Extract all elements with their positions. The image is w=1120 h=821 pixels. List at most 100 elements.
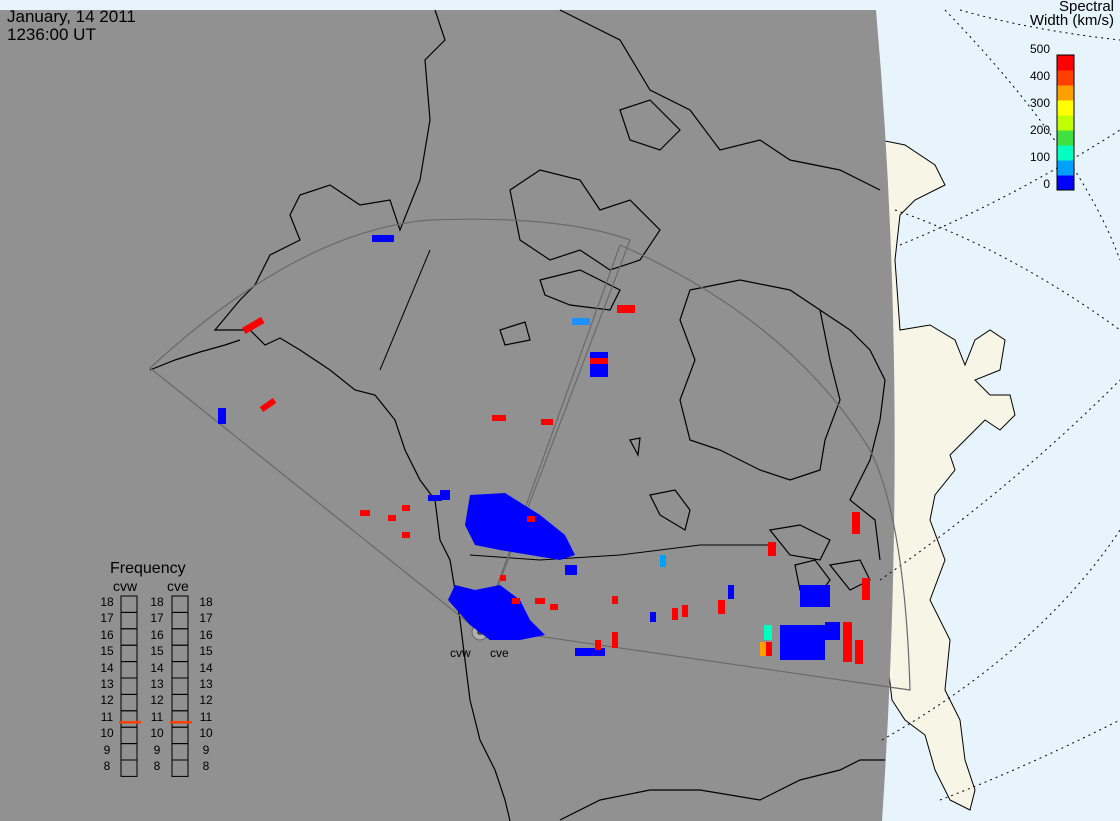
frequency-tick-label: 12 xyxy=(199,693,213,708)
colorbar-segment xyxy=(1057,115,1074,131)
colorbar-title: Spectral Width (km/s) xyxy=(1030,0,1114,28)
echo-cell xyxy=(843,622,852,662)
colorbar-tick-label: 0 xyxy=(1043,177,1050,191)
fov-cve xyxy=(481,244,911,691)
frequency-tick-label: 9 xyxy=(202,742,210,757)
echo-cell xyxy=(718,600,725,614)
colorbar-tick-label: 300 xyxy=(1029,96,1050,110)
echo-cell xyxy=(500,575,506,581)
fov-cvw xyxy=(149,218,631,629)
colorbar-tick-label: 100 xyxy=(1029,150,1050,164)
colorbar xyxy=(1056,54,1075,191)
frequency-tick-label: 12 xyxy=(100,693,114,708)
frequency-tick-label: 11 xyxy=(199,709,213,724)
colorbar-segment xyxy=(1057,85,1074,101)
colorbar-title-line2: Width (km/s) xyxy=(1029,12,1114,29)
echo-fan-north xyxy=(465,493,575,560)
frequency-tick-label: 17 xyxy=(150,611,164,626)
frequency-tick-label: 18 xyxy=(100,595,114,609)
frequency-tick-label: 14 xyxy=(199,660,213,675)
frequency-tick-label: 16 xyxy=(150,627,164,642)
echo-cell xyxy=(590,352,608,377)
frequency-tick-label: 14 xyxy=(150,660,164,675)
echo-cells xyxy=(218,235,870,664)
echo-cell xyxy=(855,640,863,664)
echo-cell xyxy=(535,598,545,604)
time-label: 1236:00 UT xyxy=(7,25,96,44)
echo-cell xyxy=(595,640,601,650)
colorbar-tick-label: 200 xyxy=(1029,123,1050,137)
frequency-tick-label: 11 xyxy=(150,709,164,724)
date-label: January, 14 2011 xyxy=(7,7,136,26)
echo-cell xyxy=(660,555,666,567)
echo-cell xyxy=(575,648,605,656)
frequency-meters xyxy=(119,595,192,777)
colorbar-title-line1: Spectral xyxy=(1058,0,1114,15)
echo-cell xyxy=(590,358,608,364)
frequency-tick-label: 18 xyxy=(199,595,213,609)
frequency-tick-label: 18 xyxy=(150,595,164,609)
echo-cell xyxy=(612,596,618,604)
echo-fan-cvw xyxy=(448,585,545,640)
colorbar-segment xyxy=(1057,130,1074,146)
frequency-tick-label: 13 xyxy=(199,677,213,691)
echo-cell xyxy=(527,516,535,522)
frequency-tick-label: 9 xyxy=(153,742,161,757)
frequency-tick-label: 15 xyxy=(150,644,164,659)
colorbar-segment xyxy=(1057,175,1074,191)
frequency-tick-label: 15 xyxy=(100,644,114,659)
colorbar-frame xyxy=(1056,54,1075,191)
frequency-tick-label: 13 xyxy=(100,677,114,691)
nightside-region xyxy=(0,10,895,821)
colorbar-segment xyxy=(1057,145,1074,161)
echo-cell xyxy=(682,605,688,617)
echo-cell xyxy=(440,490,450,500)
echo-cell xyxy=(428,495,442,501)
echo-cell xyxy=(852,512,860,534)
frequency-cell xyxy=(171,759,189,777)
echo-cell xyxy=(241,316,265,334)
radar-label-cvw: cvw xyxy=(450,646,471,660)
echo-cell xyxy=(550,604,558,610)
echo-cell xyxy=(565,565,577,575)
echo-cell xyxy=(360,510,370,516)
echo-cell xyxy=(766,642,772,656)
echo-cell xyxy=(764,625,772,640)
echo-cell xyxy=(760,642,768,656)
frequency-tick-label: 15 xyxy=(199,644,213,659)
coastlines xyxy=(149,9,886,821)
channel-label-cvw: cvw xyxy=(113,578,138,594)
frequency-tick-label: 16 xyxy=(100,627,114,642)
echo-cell xyxy=(672,608,678,620)
frequency-tick-label: 12 xyxy=(150,693,164,708)
echo-cell xyxy=(512,598,520,604)
echo-cell xyxy=(862,578,870,600)
frequency-tick-label: 10 xyxy=(199,726,213,741)
frequency-tick-label: 17 xyxy=(100,611,114,626)
frequency-tick-label: 8 xyxy=(103,759,111,773)
frequency-cell xyxy=(120,759,138,777)
frequency-tick-label: 11 xyxy=(100,709,114,724)
frequency-tick-label: 8 xyxy=(153,759,161,773)
channel-label-cve: cve xyxy=(167,578,189,594)
frequency-tick-label: 10 xyxy=(100,726,114,741)
echo-cell xyxy=(650,612,656,622)
echo-cell xyxy=(768,542,776,556)
echo-cell xyxy=(780,625,825,660)
echo-cell xyxy=(492,415,506,421)
frequency-tick-label: 14 xyxy=(100,660,114,675)
dayside-land xyxy=(879,139,1016,811)
echo-cell xyxy=(402,505,410,511)
echo-cell xyxy=(541,419,553,425)
colorbar-tick-label: 500 xyxy=(1029,42,1050,56)
echo-cell xyxy=(402,532,410,538)
echo-cell xyxy=(612,632,618,648)
frequency-tick-label: 8 xyxy=(202,759,210,773)
colorbar-segment xyxy=(1057,160,1074,176)
frequency-title: Frequency xyxy=(110,560,186,577)
echo-cell xyxy=(388,515,396,521)
timestamp: January, 14 2011 1236:00 UT xyxy=(7,8,136,44)
radar-label-cve: cve xyxy=(490,646,509,660)
echo-cell xyxy=(825,622,840,640)
